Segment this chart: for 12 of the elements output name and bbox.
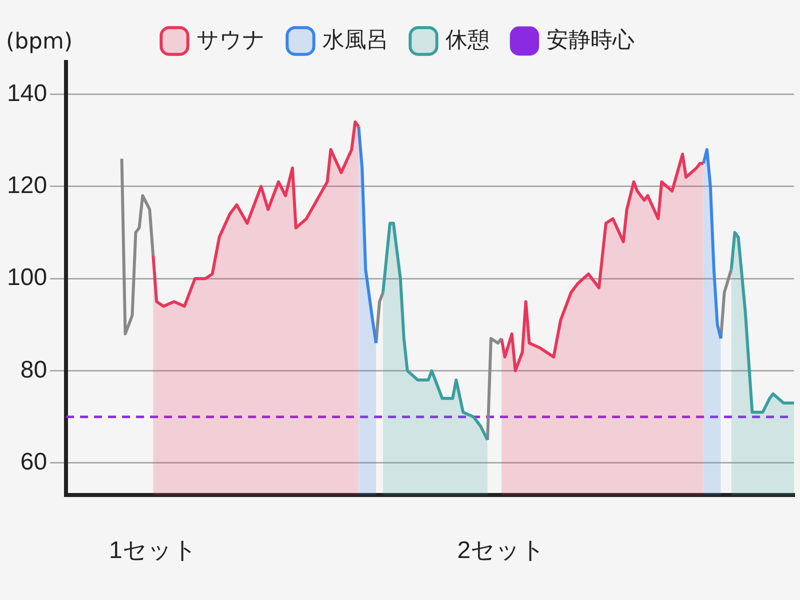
y-tick-label: 80 (20, 356, 48, 384)
legend-label: サウナ (196, 27, 266, 52)
y-tick-label: 60 (20, 448, 48, 476)
x-tick-label: 2セット (457, 537, 546, 564)
legend-label: 休憩 (446, 27, 490, 52)
legend-label: 安静時心 (546, 27, 634, 52)
y-axis-title: (bpm) (6, 30, 73, 55)
x-tick-label: 1セット (108, 537, 198, 564)
legend-label: 水風呂 (322, 27, 388, 52)
y-tick-label: 120 (6, 172, 48, 200)
y-tick-label: 140 (6, 80, 48, 107)
y-tick-label: 100 (6, 264, 48, 292)
